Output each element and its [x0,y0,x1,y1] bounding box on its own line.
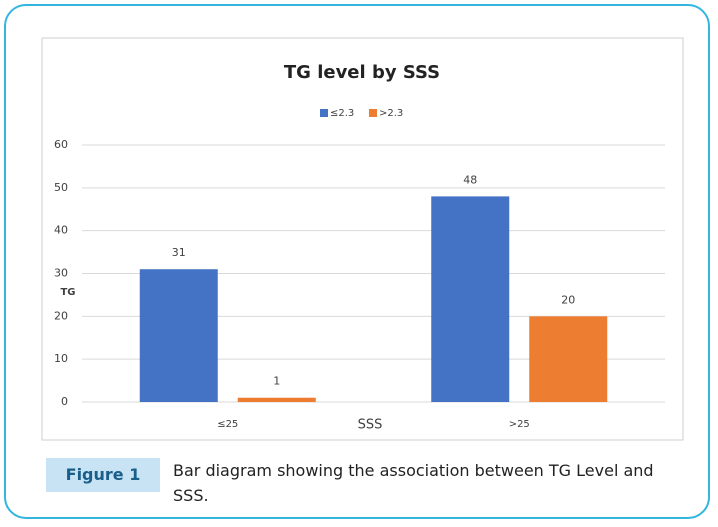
legend-label: ≤2.3 [330,108,354,119]
y-axis-title: TG [60,287,75,298]
bar [529,316,608,402]
x-axis-title: SSS [358,418,383,433]
caption-text: Bar diagram showing the association betw… [173,461,654,505]
y-tick-label: 30 [54,267,68,280]
y-tick-label: 50 [54,181,68,194]
figure-frame [4,4,710,519]
value-label: 48 [463,173,477,186]
y-tick-label: 60 [54,138,68,151]
bar [237,397,316,402]
chart-title: TG level by SSS [284,62,440,83]
bar [139,269,218,402]
caption-label: Figure 1 [46,458,160,492]
value-label: 20 [561,293,575,306]
y-tick-label: 10 [54,352,68,365]
y-tick-label: 20 [54,309,68,322]
value-label: 31 [172,246,186,259]
y-tick-label: 40 [54,224,68,237]
x-tick-label: >25 [509,419,530,430]
x-tick-label: ≤25 [217,419,238,430]
y-tick-label: 0 [61,395,68,408]
value-label: 1 [273,375,280,388]
legend-swatch [369,109,377,117]
legend-swatch [320,109,328,117]
bar [431,196,510,402]
legend-label: >2.3 [379,108,403,119]
